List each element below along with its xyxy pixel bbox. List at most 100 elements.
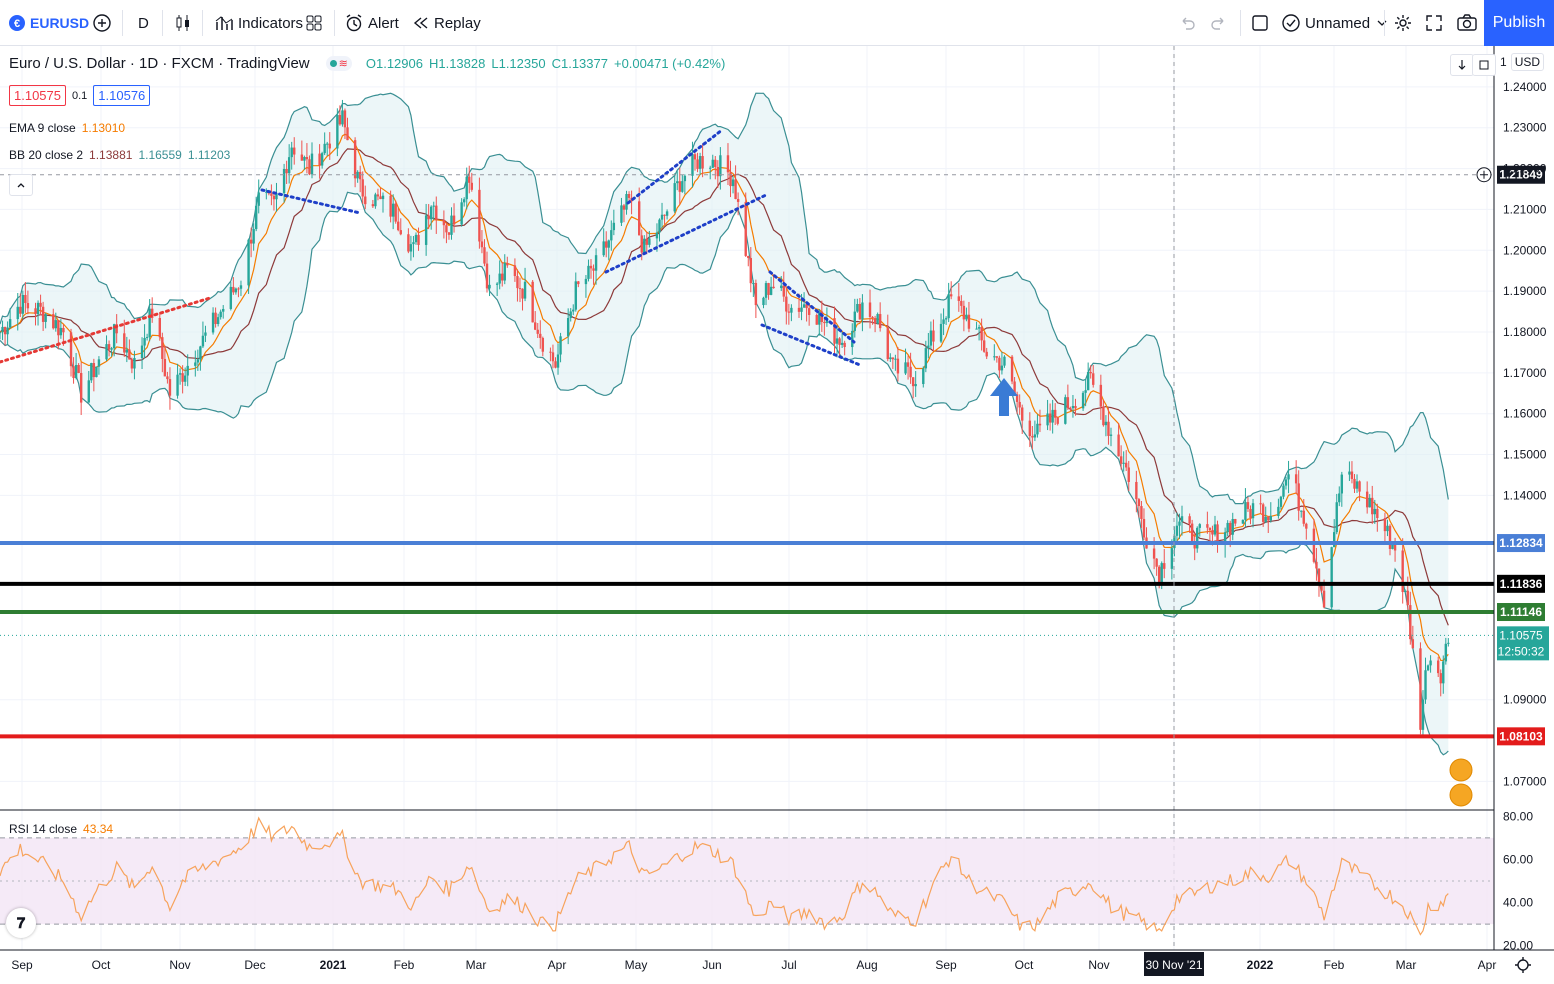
chart-canvas[interactable]: 1.12834 1.11836 1.11146 1.08103 1.21849 1.10… [0,46,1554,984]
candle-body [551,352,555,362]
candle-body [762,297,765,306]
candle-body [594,255,598,271]
chevron-up-icon [17,183,25,188]
candle-body [1137,499,1141,507]
chart-type-button[interactable] [174,0,192,46]
candle-body [1010,356,1014,382]
candle-body [432,205,435,207]
currency-selector[interactable]: 1 USD [1500,53,1545,71]
candle-body [800,307,803,312]
candle-body [1160,563,1163,586]
crosshair-date-tag [1144,952,1204,976]
plus-circle-icon [93,14,111,32]
square-icon [1252,15,1268,31]
candle-body [1053,409,1057,418]
layout-name-button[interactable]: Unnamed [1281,0,1388,46]
rsi-legend[interactable]: RSI 14 close 43.34 [9,822,113,836]
candle-body [1107,421,1110,436]
candle-body [853,311,857,331]
candle-body [975,328,978,330]
compare-symbol-button[interactable] [92,0,112,46]
candle-body [57,320,60,336]
rsi-label: RSI 14 close [9,822,78,836]
candle-body [873,318,877,324]
currency-label: USD [1510,53,1545,71]
fullscreen-layout-button[interactable] [1250,0,1270,46]
candle-body [896,358,900,374]
bollinger-band-fill [0,93,1449,755]
candle-body [1003,356,1006,366]
rsi-tick-label: 60.00 [1503,852,1533,866]
candle-body [1196,527,1199,549]
crosshair-date-label: 30 Nov '21 [1146,958,1203,972]
candle-body [1330,547,1333,608]
candle-body [1198,524,1201,528]
candle-body [150,308,154,318]
snapshot-button[interactable] [1456,0,1478,46]
level-price-label: 1.12834 [1499,536,1543,550]
settings-button[interactable] [1393,0,1413,46]
price-tick-label: 1.18000 [1503,325,1547,339]
candle-body [998,357,1001,371]
candle-body [572,309,575,312]
candle-body [1064,397,1067,424]
candle-body [16,306,19,320]
candle-body [1442,661,1445,684]
candle-body [1208,527,1212,531]
candle-body [977,327,981,329]
candle-body [927,345,930,349]
candle-body [714,159,717,167]
interval-button[interactable]: D [138,0,149,46]
ema-legend[interactable]: EMA 9 close 1.13010 [9,121,125,135]
undo-button[interactable] [1178,0,1196,46]
candle-body [554,361,557,368]
candle-body [1373,508,1376,515]
candle-body [161,337,164,359]
publish-button[interactable]: Publish [1484,0,1554,46]
rsi-value: 43.34 [83,822,114,836]
redo-button[interactable] [1210,0,1228,46]
indicators-button[interactable]: Indicators [214,0,303,46]
sell-button[interactable]: 1.10575 [9,85,66,106]
candle-body [1340,474,1344,494]
candle-body [1241,519,1245,524]
rsi-line [0,816,1449,936]
bb-legend[interactable]: BB 20 close 2 1.13881 1.16559 1.11203 [9,148,230,162]
candle-body [693,154,697,160]
replay-button[interactable]: Replay [412,0,481,46]
candle-body [625,194,628,210]
candle-body [569,311,572,319]
bb-upper-value: 1.16559 [138,148,182,162]
candle-body [92,363,96,378]
candle-body [211,312,215,333]
candle-body [658,219,661,233]
maximize-pane-button[interactable] [1472,54,1496,76]
scroll-down-button[interactable] [1450,54,1474,76]
candle-body [698,156,702,169]
collapse-legend-button[interactable] [9,174,33,196]
rsi-band-fill [0,837,1494,925]
candle-body [74,364,78,379]
time-tick-label: Apr [1478,958,1497,972]
tradingview-logo-icon[interactable]: 𝟕 [6,908,36,938]
price-tick-label: 1.15000 [1503,448,1547,462]
candle-body [247,239,250,286]
candle-body [145,337,149,339]
fullscreen-button[interactable] [1425,0,1443,46]
candle-body [1,326,4,333]
candle-body [1259,503,1262,505]
candle-body [1031,436,1034,438]
candle-body [1267,516,1270,521]
candles-group [0,99,1450,738]
gear-icon [1395,15,1411,31]
candle-body [407,234,410,252]
candle-body [587,265,590,279]
buy-button[interactable]: 1.10576 [93,85,151,106]
symbol-search-button[interactable]: € EURUSD [8,0,89,46]
alert-button[interactable]: Alert [344,0,399,46]
candle-body [26,303,30,309]
candle-body [1404,590,1407,593]
time-tick-label: Mar [466,958,487,972]
templates-button[interactable] [305,0,323,46]
candle-body [465,176,468,200]
